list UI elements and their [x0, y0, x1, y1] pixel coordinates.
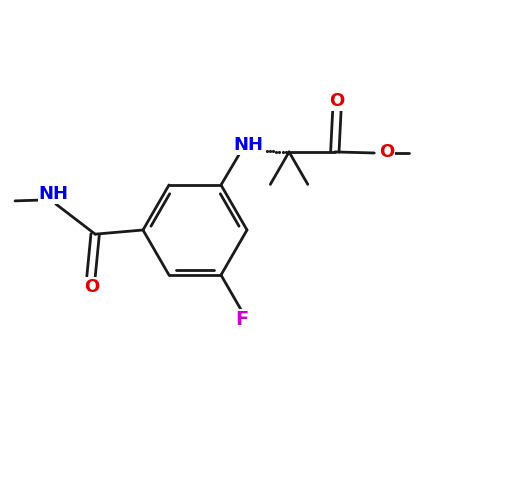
Text: O: O	[329, 92, 345, 110]
Text: O: O	[379, 143, 394, 161]
Text: NH: NH	[38, 185, 69, 203]
Text: O: O	[84, 278, 100, 296]
Text: F: F	[236, 310, 249, 329]
Text: NH: NH	[234, 136, 264, 154]
